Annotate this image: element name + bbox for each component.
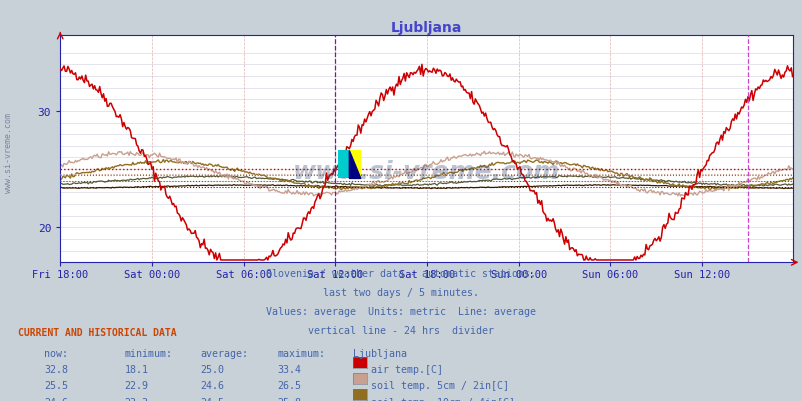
Text: soil temp. 5cm / 2in[C]: soil temp. 5cm / 2in[C] <box>371 381 508 391</box>
Text: 24.6: 24.6 <box>44 397 68 401</box>
Text: 25.0: 25.0 <box>200 365 225 375</box>
Text: CURRENT AND HISTORICAL DATA: CURRENT AND HISTORICAL DATA <box>18 327 176 337</box>
Bar <box>338 151 360 179</box>
Text: 33.4: 33.4 <box>277 365 301 375</box>
Text: air temp.[C]: air temp.[C] <box>371 365 443 375</box>
Text: Values: average  Units: metric  Line: average: Values: average Units: metric Line: aver… <box>266 306 536 316</box>
Text: www.si-vreme.com: www.si-vreme.com <box>3 112 13 192</box>
Text: Ljubljana: Ljubljana <box>353 348 407 358</box>
Text: 24.6: 24.6 <box>200 381 225 391</box>
Text: 24.5: 24.5 <box>200 397 225 401</box>
Bar <box>338 151 349 179</box>
Text: soil temp. 10cm / 4in[C]: soil temp. 10cm / 4in[C] <box>371 397 514 401</box>
Text: minimum:: minimum: <box>124 348 172 358</box>
Text: average:: average: <box>200 348 249 358</box>
Text: maximum:: maximum: <box>277 348 325 358</box>
Text: 25.8: 25.8 <box>277 397 301 401</box>
Text: 23.3: 23.3 <box>124 397 148 401</box>
Text: www.si-vreme.com: www.si-vreme.com <box>293 160 559 184</box>
Text: last two days / 5 minutes.: last two days / 5 minutes. <box>323 287 479 297</box>
Text: 22.9: 22.9 <box>124 381 148 391</box>
Title: Ljubljana: Ljubljana <box>391 21 461 35</box>
Text: now:: now: <box>44 348 68 358</box>
Text: 32.8: 32.8 <box>44 365 68 375</box>
Text: vertical line - 24 hrs  divider: vertical line - 24 hrs divider <box>308 326 494 336</box>
Text: Slovenia / weather data - automatic stations.: Slovenia / weather data - automatic stat… <box>266 268 536 278</box>
Text: 18.1: 18.1 <box>124 365 148 375</box>
Polygon shape <box>349 151 360 179</box>
Text: 25.5: 25.5 <box>44 381 68 391</box>
Text: 26.5: 26.5 <box>277 381 301 391</box>
